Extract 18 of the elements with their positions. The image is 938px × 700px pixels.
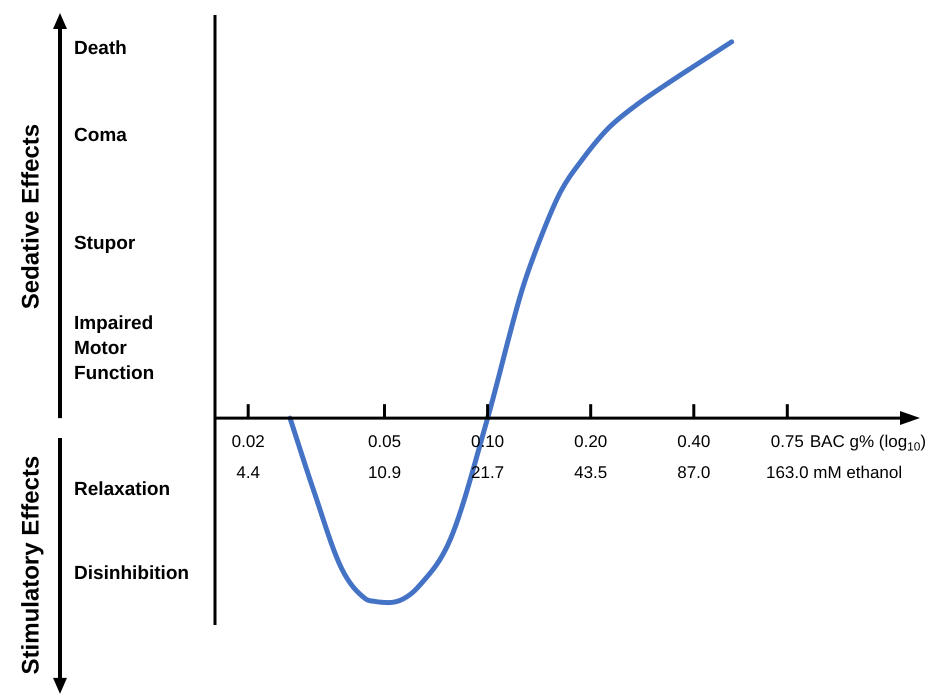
annotation: 4.4 [236, 462, 260, 482]
x-tick-label: 0.05 [368, 432, 402, 451]
x-tick-label: 0.40 [677, 432, 710, 451]
text: Sedative Effects [18, 124, 45, 310]
annotation: 43.5 [574, 462, 608, 482]
annotation: 163.0 mM ethanol [766, 462, 902, 482]
x-tick-label: 0.02 [232, 432, 265, 451]
text: Death [74, 38, 127, 60]
text: Relaxation [74, 479, 170, 500]
text: Stimulatory Effects [18, 456, 45, 674]
annotation: 87.0 [677, 462, 710, 482]
text: Stupor [74, 233, 136, 254]
text: Impaired Motor Function [74, 313, 154, 384]
text: Disinhibition [74, 563, 190, 584]
x-tick-label: 0.20 [574, 432, 608, 451]
annotation: 10.9 [368, 462, 402, 482]
x-tick-label: 0.75 [770, 432, 804, 451]
text: Coma [74, 125, 128, 146]
